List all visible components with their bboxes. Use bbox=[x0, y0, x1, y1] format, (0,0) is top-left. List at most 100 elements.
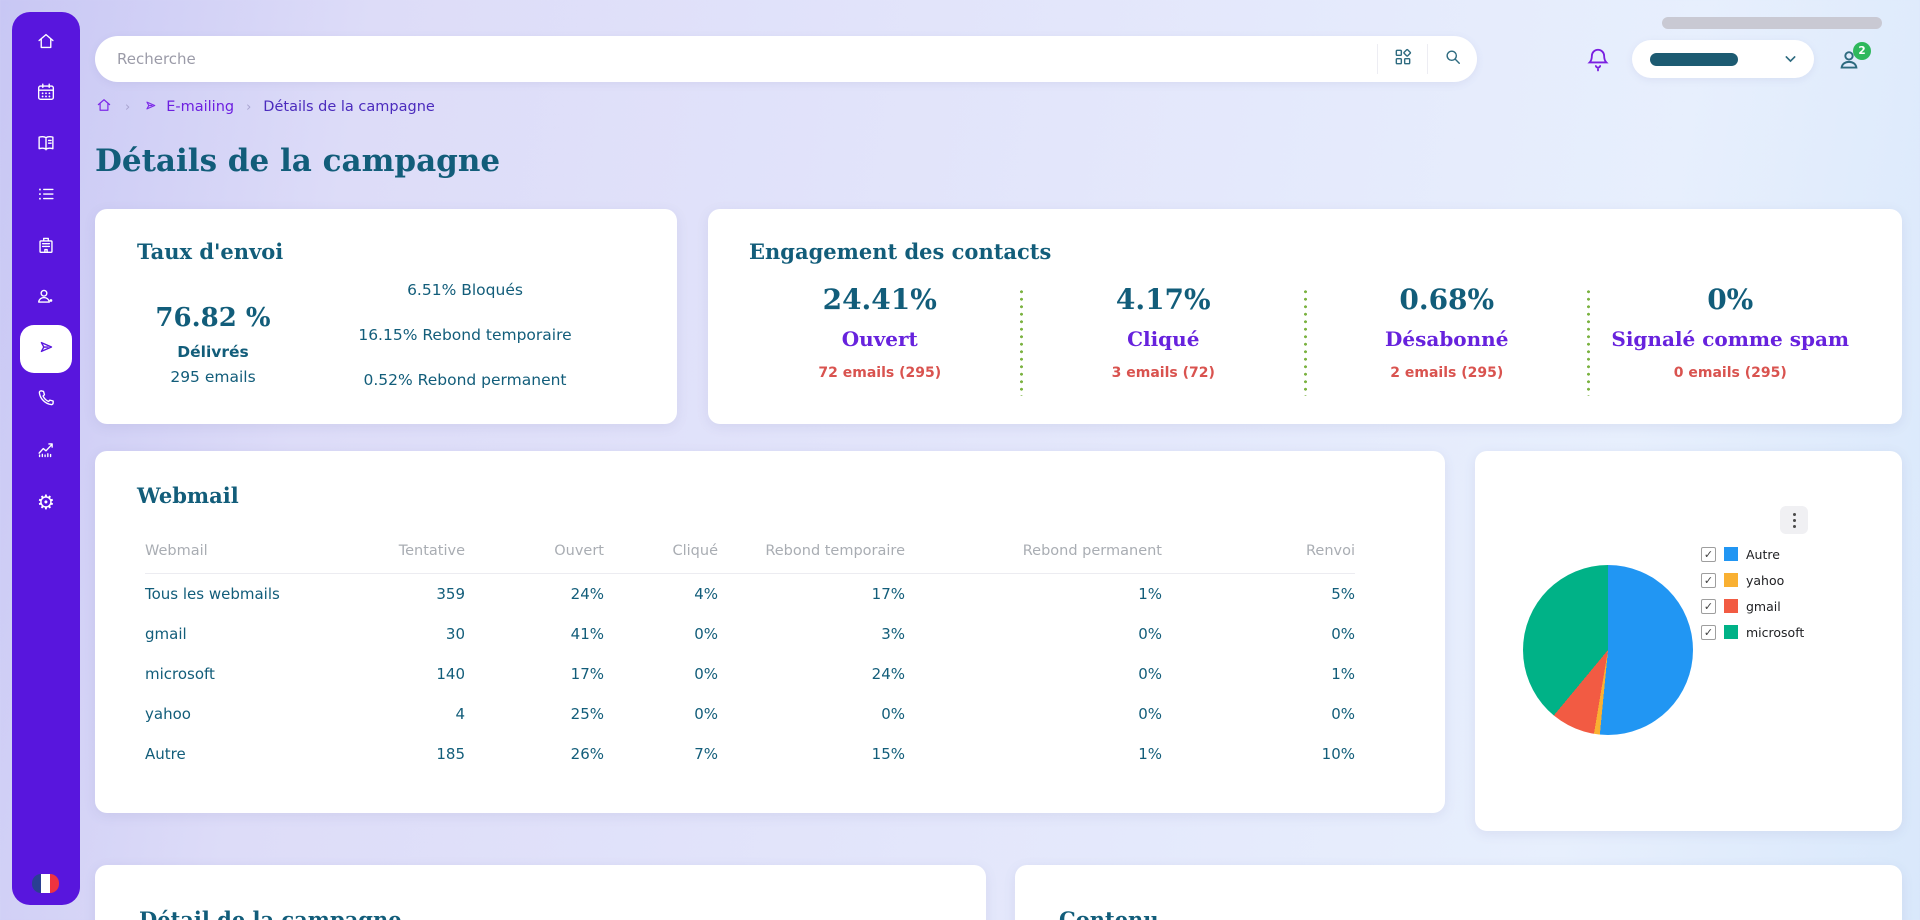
legend-label: yahoo bbox=[1746, 572, 1785, 588]
legend-swatch bbox=[1724, 547, 1738, 561]
legend-checkbox[interactable]: ✓ bbox=[1701, 598, 1716, 614]
legend-swatch bbox=[1724, 625, 1738, 639]
table-row: Autre 185 26% 7% 15% 1% 10% bbox=[145, 745, 1355, 763]
send-rate-value: 76.82 % bbox=[155, 303, 271, 333]
book-icon bbox=[35, 132, 57, 158]
gear-icon: ⚙ bbox=[37, 490, 55, 514]
webmail-pie-chart bbox=[1523, 565, 1693, 735]
table-row: gmail 30 41% 0% 3% 0% 0% bbox=[145, 625, 1355, 643]
sidebar-item-company[interactable] bbox=[20, 223, 72, 271]
col-header: Webmail bbox=[145, 537, 365, 574]
metric-detail: 0 emails (295) bbox=[1673, 365, 1787, 381]
delivered-count: 295 emails bbox=[170, 368, 256, 386]
content-card: Contenu bbox=[1015, 865, 1902, 920]
col-header: Renvoi bbox=[1162, 537, 1355, 574]
calendar-icon bbox=[35, 81, 57, 107]
send-icon bbox=[35, 336, 57, 362]
webmail-pie-card: ✓ Autre ✓ yahoo ✓ gmail ✓ microsoft bbox=[1475, 451, 1902, 831]
send-rate-card: Taux d'envoi 76.82 % Délivrés 295 emails… bbox=[95, 209, 677, 424]
table-row: yahoo 4 25% 0% 0% 0% 0% bbox=[145, 705, 1355, 723]
sidebar-item-contacts[interactable] bbox=[20, 274, 72, 322]
metric-value: 0.68% bbox=[1399, 283, 1495, 316]
sidebar-item-emailing[interactable] bbox=[20, 325, 72, 373]
metric-value: 0% bbox=[1707, 283, 1754, 316]
horizontal-scrollbar-thumb[interactable] bbox=[1662, 17, 1882, 29]
legend-swatch bbox=[1724, 573, 1738, 587]
table-row: Tous les webmails 359 24% 4% 17% 1% 5% bbox=[145, 585, 1355, 603]
sidebar-item-settings[interactable]: ⚙ bbox=[20, 478, 72, 526]
sidebar-item-telephony[interactable] bbox=[20, 376, 72, 424]
legend-checkbox[interactable]: ✓ bbox=[1701, 572, 1716, 588]
legend-swatch bbox=[1724, 599, 1738, 613]
metric-label: Désabonné bbox=[1385, 327, 1509, 351]
breadcrumb-home-link[interactable] bbox=[95, 96, 113, 118]
dotted-divider bbox=[1020, 288, 1023, 396]
table-header: Webmail Tentative Ouvert Cliqué Rebond t… bbox=[145, 537, 1355, 574]
breadcrumb-separator: › bbox=[246, 99, 252, 115]
metric-detail: 3 emails (72) bbox=[1111, 365, 1215, 381]
breadcrumb-emailing-link[interactable]: E-mailing bbox=[142, 97, 234, 118]
pie-legend: ✓ Autre ✓ yahoo ✓ gmail ✓ microsoft bbox=[1701, 546, 1804, 640]
breadcrumb-separator: › bbox=[125, 99, 131, 115]
apps-grid-button[interactable] bbox=[1377, 44, 1427, 74]
send-icon bbox=[142, 97, 159, 118]
user-menu-button[interactable] bbox=[1836, 47, 1862, 73]
metric-unsubscribed: 0.68% Désabonné 2 emails (295) bbox=[1305, 281, 1589, 381]
breadcrumb: › E-mailing › Détails de la campagne bbox=[95, 96, 435, 118]
search-button[interactable] bbox=[1427, 44, 1477, 74]
account-dropdown[interactable] bbox=[1632, 40, 1814, 78]
content-title: Contenu bbox=[1059, 907, 1159, 920]
stats-icon bbox=[35, 438, 57, 464]
legend-label: microsoft bbox=[1746, 624, 1805, 640]
metric-detail: 2 emails (295) bbox=[1390, 365, 1504, 381]
building-icon bbox=[35, 234, 57, 260]
col-header: Rebond temporaire bbox=[718, 537, 905, 574]
breadcrumb-current: Détails de la campagne bbox=[263, 99, 435, 115]
home-icon bbox=[35, 30, 57, 56]
webmail-title: Webmail bbox=[137, 483, 239, 508]
chart-menu-button[interactable] bbox=[1780, 506, 1808, 534]
sidebar-item-lists[interactable] bbox=[20, 172, 72, 220]
legend-checkbox[interactable]: ✓ bbox=[1701, 624, 1716, 640]
language-flag-france[interactable] bbox=[32, 874, 59, 893]
soft-bounce-stat: 16.15% Rebond temporaire bbox=[358, 326, 572, 344]
legend-item-autre: ✓ Autre bbox=[1701, 546, 1804, 562]
sidebar-nav: ⚙ bbox=[12, 12, 80, 526]
search-icon bbox=[1443, 47, 1463, 71]
legend-checkbox[interactable]: ✓ bbox=[1701, 546, 1716, 562]
legend-label: Autre bbox=[1746, 546, 1780, 562]
campaign-detail-card: Détail de la campagne bbox=[95, 865, 986, 920]
sidebar-item-address-book[interactable] bbox=[20, 121, 72, 169]
users-icon bbox=[35, 285, 57, 311]
user-icon bbox=[1836, 51, 1862, 77]
dotted-divider bbox=[1303, 288, 1307, 396]
metric-label: Cliqué bbox=[1127, 327, 1200, 351]
delivered-label: Délivrés bbox=[177, 343, 249, 361]
blocked-stat: 6.51% Bloqués bbox=[407, 281, 523, 299]
sidebar-item-calendar[interactable] bbox=[20, 70, 72, 118]
metric-label: Signalé comme spam bbox=[1611, 327, 1850, 351]
metric-spam: 0% Signalé comme spam 0 emails (295) bbox=[1589, 281, 1873, 381]
search-input[interactable] bbox=[95, 50, 1377, 68]
webmail-table-card: Webmail Webmail Tentative Ouvert Cliqué … bbox=[95, 451, 1445, 813]
metric-clicked: 4.17% Cliqué 3 emails (72) bbox=[1022, 281, 1306, 381]
chevron-down-icon bbox=[1783, 50, 1798, 69]
search-bar bbox=[95, 36, 1477, 82]
metric-opened: 24.41% Ouvert 72 emails (295) bbox=[738, 281, 1022, 381]
masked-account-name bbox=[1650, 52, 1738, 66]
user-count-badge: 2 bbox=[1853, 42, 1871, 60]
bell-icon bbox=[1585, 48, 1611, 78]
legend-label: gmail bbox=[1746, 598, 1781, 614]
sidebar-item-statistics[interactable] bbox=[20, 427, 72, 475]
metric-label: Ouvert bbox=[841, 327, 918, 351]
dotted-divider bbox=[1587, 288, 1590, 396]
phone-icon bbox=[35, 387, 57, 413]
sidebar-item-home[interactable] bbox=[20, 19, 72, 67]
engagement-card: Engagement des contacts 24.41% Ouvert 72… bbox=[708, 209, 1902, 424]
notifications-button[interactable] bbox=[1585, 46, 1611, 74]
page-title: Détails de la campagne bbox=[95, 143, 501, 179]
send-rate-title: Taux d'envoi bbox=[137, 239, 284, 264]
engagement-metrics-row: 24.41% Ouvert 72 emails (295) 4.17% Cliq… bbox=[738, 281, 1872, 381]
metric-value: 24.41% bbox=[822, 283, 937, 316]
